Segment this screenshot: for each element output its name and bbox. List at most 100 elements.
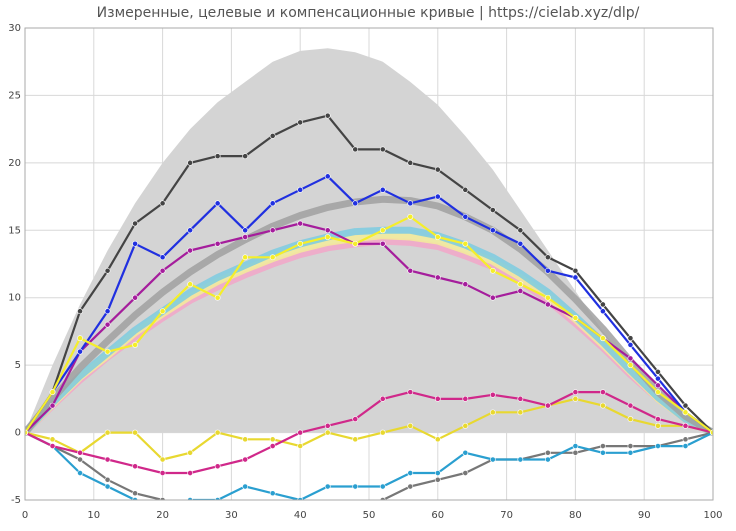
- point: [627, 402, 634, 409]
- point: [682, 402, 689, 409]
- point: [489, 409, 496, 416]
- point: [187, 281, 194, 288]
- point: [627, 355, 634, 362]
- series-line: [25, 195, 713, 437]
- point: [324, 422, 331, 429]
- point: [379, 240, 386, 247]
- point: [462, 186, 469, 193]
- point: [407, 422, 414, 429]
- point: [407, 200, 414, 207]
- plot-border: [24, 27, 714, 501]
- point: [324, 112, 331, 119]
- point: [214, 429, 221, 436]
- point: [517, 227, 524, 234]
- point: [489, 294, 496, 301]
- point: [517, 281, 524, 288]
- point: [352, 146, 359, 153]
- point: [434, 193, 441, 200]
- y-tick-label: 15: [8, 225, 21, 236]
- y-tick-label: 25: [8, 90, 21, 101]
- point: [242, 483, 249, 490]
- point: [214, 294, 221, 301]
- point: [269, 443, 276, 449]
- point: [489, 267, 496, 274]
- point: [132, 490, 138, 497]
- point: [104, 267, 111, 274]
- point: [627, 416, 634, 422]
- point: [655, 382, 661, 389]
- point: [49, 436, 56, 443]
- point: [600, 389, 606, 396]
- y-tick-label: -5: [11, 495, 21, 506]
- x-tick-label: 70: [500, 510, 513, 521]
- point: [544, 267, 551, 274]
- point: [434, 436, 441, 443]
- point: [434, 234, 441, 240]
- point: [462, 422, 469, 429]
- point: [407, 267, 414, 274]
- point: [489, 456, 496, 463]
- point: [324, 234, 331, 240]
- point: [242, 456, 249, 463]
- point: [159, 200, 166, 207]
- point: [132, 342, 138, 348]
- point: [489, 207, 496, 213]
- point: [49, 443, 56, 449]
- point: [214, 240, 221, 247]
- series-line: [25, 114, 713, 434]
- point: [407, 159, 414, 166]
- point: [407, 483, 414, 490]
- point: [517, 240, 524, 247]
- point: [627, 335, 634, 342]
- y-tick-label: 0: [15, 428, 21, 439]
- point: [187, 470, 194, 476]
- point: [352, 483, 359, 490]
- point: [132, 429, 138, 436]
- point: [517, 288, 524, 294]
- point: [544, 301, 551, 308]
- point: [600, 301, 606, 308]
- point: [242, 436, 249, 443]
- point: [77, 335, 83, 342]
- point: [352, 240, 359, 247]
- point: [379, 395, 386, 402]
- point: [600, 308, 606, 315]
- point: [572, 267, 579, 274]
- plot-area: [25, 48, 713, 500]
- point: [489, 227, 496, 234]
- point: [25, 429, 28, 436]
- point: [544, 254, 551, 261]
- point: [655, 389, 661, 396]
- point: [324, 227, 331, 234]
- point: [297, 119, 304, 126]
- point: [159, 470, 166, 476]
- point: [434, 274, 441, 281]
- point: [682, 436, 689, 443]
- point: [132, 294, 138, 301]
- point: [655, 375, 661, 382]
- point: [462, 281, 469, 288]
- point: [104, 321, 111, 328]
- point: [489, 391, 496, 398]
- x-tick-label: 80: [569, 510, 582, 521]
- point: [462, 213, 469, 220]
- x-tick-label: 100: [703, 510, 722, 521]
- point: [269, 490, 276, 497]
- point: [544, 402, 551, 409]
- chart-title: Измеренные, целевые и компенсационные кр…: [97, 5, 640, 21]
- point: [187, 247, 194, 254]
- point: [352, 416, 359, 422]
- point: [104, 476, 111, 483]
- point: [324, 483, 331, 490]
- x-tick-label: 60: [431, 510, 444, 521]
- point: [517, 456, 524, 463]
- point: [104, 483, 111, 490]
- point: [104, 308, 111, 315]
- point: [242, 254, 249, 261]
- point: [379, 186, 386, 193]
- point: [655, 443, 661, 449]
- x-tick-label: 30: [225, 510, 238, 521]
- point: [434, 395, 441, 402]
